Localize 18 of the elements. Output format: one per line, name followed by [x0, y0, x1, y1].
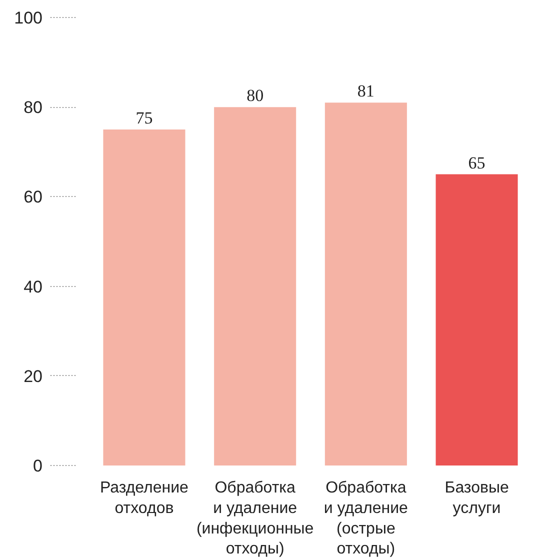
bar [436, 174, 518, 466]
y-tick-label: 40 [24, 277, 43, 296]
x-tick-label: Обработка и удаление (острые отходы) [324, 480, 408, 558]
x-tick-label: Обработка и удаление (инфекционные отходы) [196, 480, 314, 558]
y-tick-label: 100 [14, 8, 43, 28]
x-tick-label: Базовые услуги [444, 480, 509, 517]
data-label: 75 [136, 108, 153, 128]
y-tick-label: 0 [33, 456, 43, 476]
data-label: 65 [468, 153, 486, 172]
y-tick-label: 20 [24, 366, 43, 386]
bar [324, 102, 407, 466]
y-tick-label: 60 [24, 188, 43, 207]
bar [103, 130, 186, 466]
y-tick-label: 80 [24, 98, 43, 118]
bar [214, 107, 296, 466]
data-label: 81 [357, 82, 374, 101]
x-tick-label: Разделение отходов [100, 480, 189, 517]
data-label: 80 [246, 86, 264, 106]
